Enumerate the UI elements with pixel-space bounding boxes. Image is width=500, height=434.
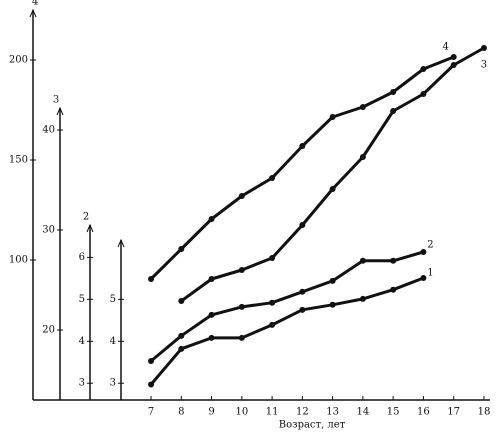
series-label: 4 [442, 42, 448, 53]
data-point [420, 248, 427, 255]
data-point [390, 89, 397, 95]
data-point [420, 66, 427, 72]
data-point [390, 108, 397, 114]
data-point [480, 45, 487, 51]
y-axis-label: 4 [32, 0, 38, 8]
data-point [238, 267, 245, 273]
y-tick-label: 4 [110, 336, 116, 347]
x-tick-label: 17 [447, 407, 460, 418]
data-point [178, 298, 185, 304]
y-axis-label: 2 [83, 212, 89, 223]
y-tick-label: 20 [42, 325, 55, 336]
y-tick-label: 6 [79, 252, 85, 263]
data-point [208, 334, 215, 341]
x-tick-label: 11 [266, 407, 279, 418]
data-point [178, 345, 185, 352]
data-point [148, 358, 155, 364]
data-point [450, 54, 457, 60]
data-point [420, 274, 427, 281]
y-tick-label: 4 [79, 336, 85, 347]
x-axis-label: Возраст, лет [279, 420, 346, 431]
x-tick-label: 9 [208, 407, 214, 418]
data-point [238, 334, 245, 341]
axis-arrow [29, 8, 37, 18]
data-point [269, 321, 276, 328]
data-point [420, 91, 427, 97]
y-tick-label: 30 [42, 225, 55, 236]
data-point [269, 255, 276, 261]
data-point [450, 62, 457, 68]
y-tick-label: 3 [110, 378, 116, 389]
series-line [149, 276, 424, 386]
x-tick-label: 8 [178, 407, 184, 418]
x-tick-label: 15 [387, 407, 400, 418]
data-point [329, 186, 336, 192]
axis-arrow [117, 238, 125, 248]
data-point [148, 381, 155, 388]
series-line [150, 250, 424, 363]
data-point [269, 299, 276, 306]
data-point [329, 277, 336, 284]
data-point [178, 246, 185, 252]
data-point [148, 276, 155, 282]
x-tick-label: 7 [148, 407, 154, 418]
series-line [149, 55, 455, 281]
y-tick-label: 40 [42, 125, 55, 136]
y-tick-label: 150 [9, 155, 28, 166]
y-tick-label: 3 [79, 378, 85, 389]
data-point [359, 154, 366, 160]
x-tick-label: 10 [235, 407, 248, 418]
x-tick-label: 12 [296, 407, 309, 418]
y-tick-label: 100 [9, 255, 28, 266]
series-label: 2 [427, 239, 433, 250]
y-tick-label: 5 [79, 294, 85, 305]
x-tick-label: 14 [357, 407, 370, 418]
data-point [208, 216, 215, 222]
y-tick-label: 200 [9, 55, 28, 66]
data-point [269, 175, 276, 181]
data-point [359, 257, 366, 264]
axis-arrow [56, 106, 64, 116]
data-point [178, 332, 185, 339]
data-point [299, 143, 306, 149]
data-point [329, 301, 336, 308]
data-point [208, 311, 215, 318]
data-point [299, 288, 306, 295]
x-tick-label: 13 [326, 407, 339, 418]
data-point [359, 104, 366, 110]
series-line [180, 46, 485, 303]
y-axis-label: 3 [53, 95, 59, 106]
data-point [299, 306, 306, 313]
series-label: 1 [427, 267, 433, 278]
data-point [390, 257, 397, 264]
data-point [329, 114, 336, 120]
x-tick-label: 18 [478, 407, 491, 418]
series-label: 3 [481, 60, 487, 71]
data-point [299, 222, 306, 228]
y-tick-label: 5 [110, 294, 116, 305]
data-point [359, 295, 366, 302]
data-point [238, 193, 245, 199]
x-tick-label: 16 [417, 407, 430, 418]
data-point [208, 276, 215, 282]
data-point [238, 303, 245, 310]
axis-arrow [86, 223, 94, 233]
data-point [390, 286, 397, 293]
